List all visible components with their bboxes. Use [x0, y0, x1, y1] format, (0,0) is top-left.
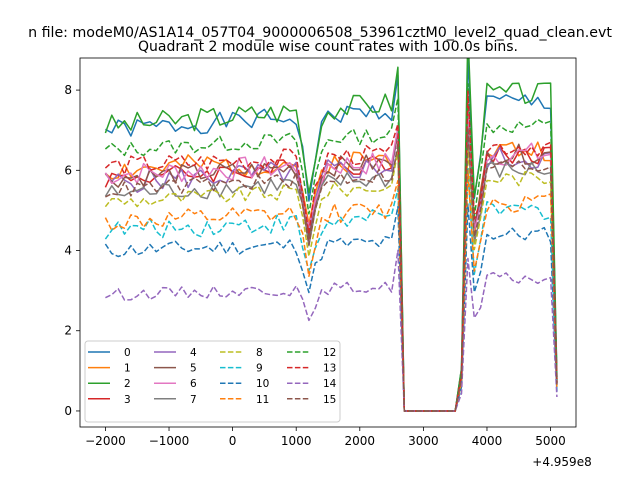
legend-box: [84, 340, 341, 423]
y-tick-label: 4: [64, 244, 72, 258]
legend-label-13: 13: [323, 363, 336, 375]
legend-label-0: 0: [124, 347, 131, 359]
y-tick-label: 6: [64, 163, 72, 177]
legend-label-3: 3: [124, 394, 131, 406]
y-axis: 0 2 4 6 8: [64, 83, 80, 418]
x-tick-label: 3000: [408, 434, 439, 448]
legend-label-9: 9: [256, 363, 263, 375]
y-tick-label: 0: [64, 404, 72, 418]
legend-label-15: 15: [323, 394, 336, 406]
legend-label-4: 4: [190, 347, 197, 359]
series-line-15: [105, 126, 558, 412]
x-offset-label: +4.959e8: [532, 455, 591, 469]
figure-suptitle: n file: modeM0/AS1A14_057T04_9000006508_…: [28, 25, 612, 41]
x-tick-label: 5000: [535, 434, 566, 448]
chart-title: Quadrant 2 module wise count rates with …: [138, 39, 518, 55]
y-tick-label: 2: [64, 324, 72, 338]
legend-label-1: 1: [124, 363, 131, 375]
series-line-8: [104, 145, 558, 412]
legend-label-10: 10: [256, 378, 269, 390]
x-tick-label: 4000: [472, 434, 503, 448]
series-layer: [104, 58, 558, 412]
x-tick-label: 0: [229, 434, 237, 448]
x-tick-label: −1000: [149, 434, 190, 448]
x-axis: −2000 −1000 0 1000 2000 3000 4000 5000: [85, 427, 566, 448]
legend-label-11: 11: [256, 394, 269, 406]
x-tick-label: 1000: [281, 434, 312, 448]
plot-frame: [79, 57, 577, 428]
legend-label-8: 8: [256, 347, 263, 359]
legend-label-5: 5: [190, 363, 197, 375]
x-tick-label: 2000: [345, 434, 376, 448]
y-tick-label: 8: [64, 83, 72, 97]
legend-label-6: 6: [190, 378, 197, 390]
series-line-7: [104, 130, 558, 412]
legend-label-12: 12: [323, 347, 336, 359]
series-line-10: [104, 203, 558, 412]
series-line-12: [104, 83, 558, 412]
series-line-14: [105, 249, 558, 412]
legend-label-2: 2: [124, 378, 131, 390]
legend-label-7: 7: [190, 394, 197, 406]
series-line-2: [104, 58, 558, 412]
series-line-5: [104, 123, 558, 412]
x-tick-label: −2000: [85, 434, 126, 448]
legend-label-14: 14: [323, 378, 337, 390]
